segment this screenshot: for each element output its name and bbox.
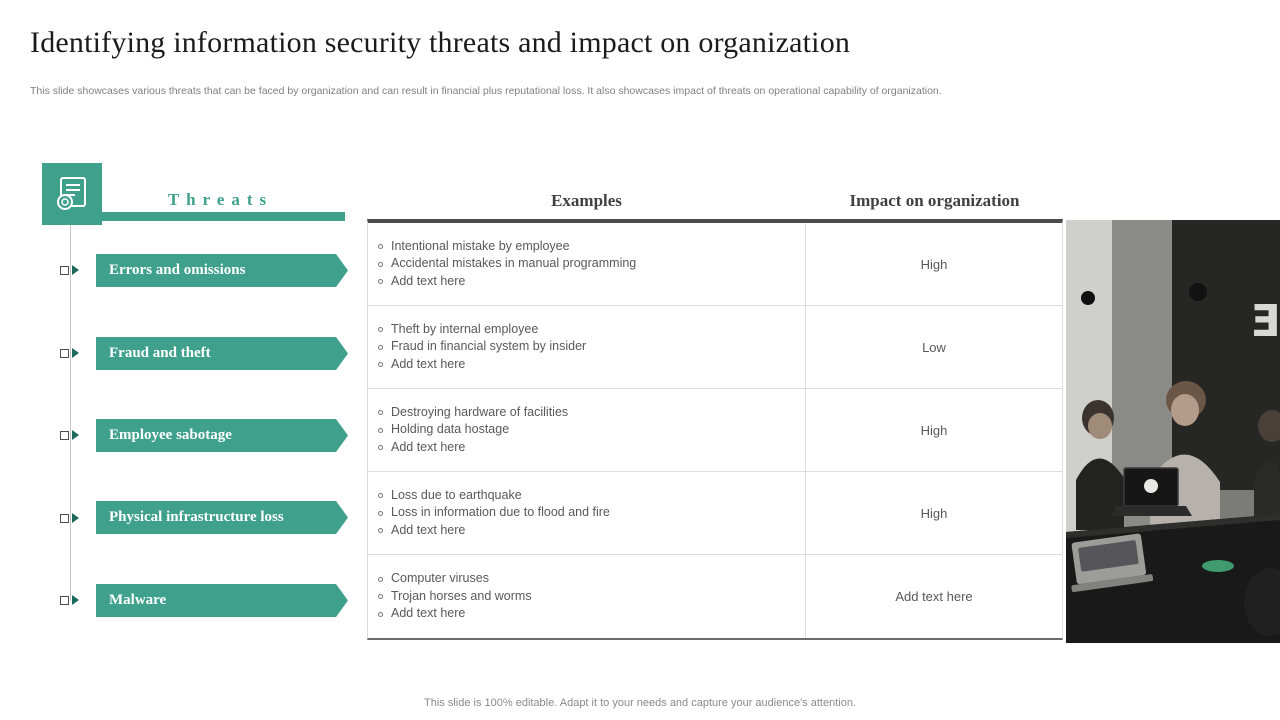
threat-label: Malware — [109, 592, 167, 608]
chevron-right-icon — [72, 513, 79, 523]
circle-bullet-icon — [378, 611, 383, 617]
page-title: Identifying information security threats… — [30, 26, 851, 59]
circle-bullet-icon — [378, 576, 383, 582]
bullet-marker — [60, 265, 79, 275]
threat-label: Fraud and theft — [109, 345, 211, 361]
slide-subtitle: This slide showcases various threats tha… — [30, 85, 942, 97]
example-text: Add text here — [391, 273, 466, 288]
threat-banner: Errors and omissions — [96, 254, 348, 287]
example-text: Loss due to earthquake — [391, 487, 522, 502]
threat-label: Errors and omissions — [109, 262, 246, 278]
example-text: Add text here — [391, 356, 466, 371]
example-text: Holding data hostage — [391, 422, 510, 437]
impact-value: Low — [922, 339, 946, 355]
bullet-marker — [60, 348, 79, 358]
threat-banner: Employee sabotage — [96, 419, 348, 452]
example-text: Intentional mistake by employee — [391, 238, 570, 253]
svg-text:Ǝ: Ǝ — [1250, 296, 1280, 347]
chevron-right-icon — [72, 595, 79, 605]
impact-cell: High — [806, 223, 1062, 305]
example-text: Trojan horses and worms — [391, 588, 532, 603]
circle-bullet-icon — [378, 344, 383, 350]
threats-icon-box — [42, 163, 102, 225]
table-row: Destroying hardware of facilities Holdin… — [368, 389, 1062, 472]
circle-bullet-icon — [378, 362, 383, 367]
example-text: Add text here — [391, 439, 466, 454]
chevron-right-icon — [72, 265, 79, 275]
example-text: Add text here — [391, 522, 466, 537]
example-text: Destroying hardware of facilities — [391, 404, 569, 419]
circle-bullet-icon — [378, 427, 383, 433]
circle-bullet-icon — [378, 445, 383, 450]
circle-bullet-icon — [378, 510, 383, 516]
example-text: Accidental mistakes in manual programmin… — [391, 256, 637, 271]
impact-cell: High — [806, 389, 1062, 471]
circle-bullet-icon — [378, 410, 383, 415]
impact-cell: Add text here — [806, 555, 1062, 638]
threat-banner: Physical infrastructure loss — [96, 501, 348, 534]
threats-table: Intentional mistake by employee Accident… — [367, 219, 1063, 640]
threat-label: Employee sabotage — [109, 427, 232, 443]
threats-heading: Threats — [167, 190, 274, 209]
impact-value: High — [920, 256, 948, 272]
example-text: Loss in information due to flood and fir… — [391, 505, 610, 520]
threat-banner: Fraud and theft — [96, 337, 348, 370]
impact-value: High — [920, 505, 948, 521]
chevron-right-icon — [72, 348, 79, 358]
impact-value: Add text here — [895, 589, 973, 604]
table-row: Theft by internal employee Fraud in fina… — [368, 306, 1062, 389]
connector-line — [70, 225, 71, 601]
impact-value: High — [920, 422, 948, 438]
square-icon — [60, 265, 69, 275]
threat-banner: Malware — [96, 584, 348, 617]
square-icon — [60, 430, 69, 440]
table-row: Intentional mistake by employee Accident… — [368, 223, 1062, 306]
circle-bullet-icon — [378, 493, 383, 498]
threat-label: Physical infrastructure loss — [109, 509, 284, 525]
square-icon — [60, 595, 69, 605]
square-icon — [60, 348, 69, 358]
example-text: Fraud in financial system by insider — [391, 339, 587, 354]
examples-cell: Computer viruses Trojan horses and worms… — [368, 555, 806, 638]
table-row: Computer viruses Trojan horses and worms… — [368, 555, 1062, 638]
example-text: Theft by internal employee — [391, 321, 539, 336]
table-row: Loss due to earthquake Loss in informati… — [368, 472, 1062, 555]
bullet-marker — [60, 513, 79, 523]
bullet-marker — [60, 595, 79, 605]
circle-bullet-icon — [378, 244, 383, 249]
circle-bullet-icon — [378, 594, 383, 599]
slide-footer: This slide is 100% editable. Adapt it to… — [424, 697, 856, 709]
impact-cell: Low — [806, 306, 1062, 388]
impact-cell: High — [806, 472, 1062, 554]
chevron-right-icon — [72, 430, 79, 440]
document-icon — [57, 177, 86, 210]
examples-cell: Destroying hardware of facilities Holdin… — [368, 389, 806, 471]
circle-bullet-icon — [378, 279, 383, 284]
circle-bullet-icon — [378, 528, 383, 533]
bullet-marker — [60, 430, 79, 440]
example-text: Add text here — [391, 606, 466, 621]
example-text: Computer viruses — [391, 571, 489, 586]
examples-cell: Loss due to earthquake Loss in informati… — [368, 472, 806, 554]
circle-bullet-icon — [378, 261, 383, 267]
circle-bullet-icon — [378, 327, 383, 332]
square-icon — [60, 513, 69, 523]
examples-cell: Intentional mistake by employee Accident… — [368, 223, 806, 305]
threats-underline-bar — [96, 212, 345, 221]
team-photo: Ǝ — [1066, 220, 1280, 643]
column-header-examples: Examples — [551, 191, 622, 210]
column-header-impact: Impact on organization — [849, 191, 1020, 210]
examples-cell: Theft by internal employee Fraud in fina… — [368, 306, 806, 388]
